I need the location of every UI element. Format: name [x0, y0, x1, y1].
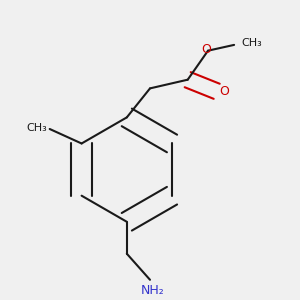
Text: CH₃: CH₃	[26, 122, 47, 133]
Text: O: O	[219, 85, 229, 98]
Text: CH₃: CH₃	[241, 38, 262, 48]
Text: NH₂: NH₂	[141, 284, 165, 297]
Text: O: O	[202, 43, 212, 56]
